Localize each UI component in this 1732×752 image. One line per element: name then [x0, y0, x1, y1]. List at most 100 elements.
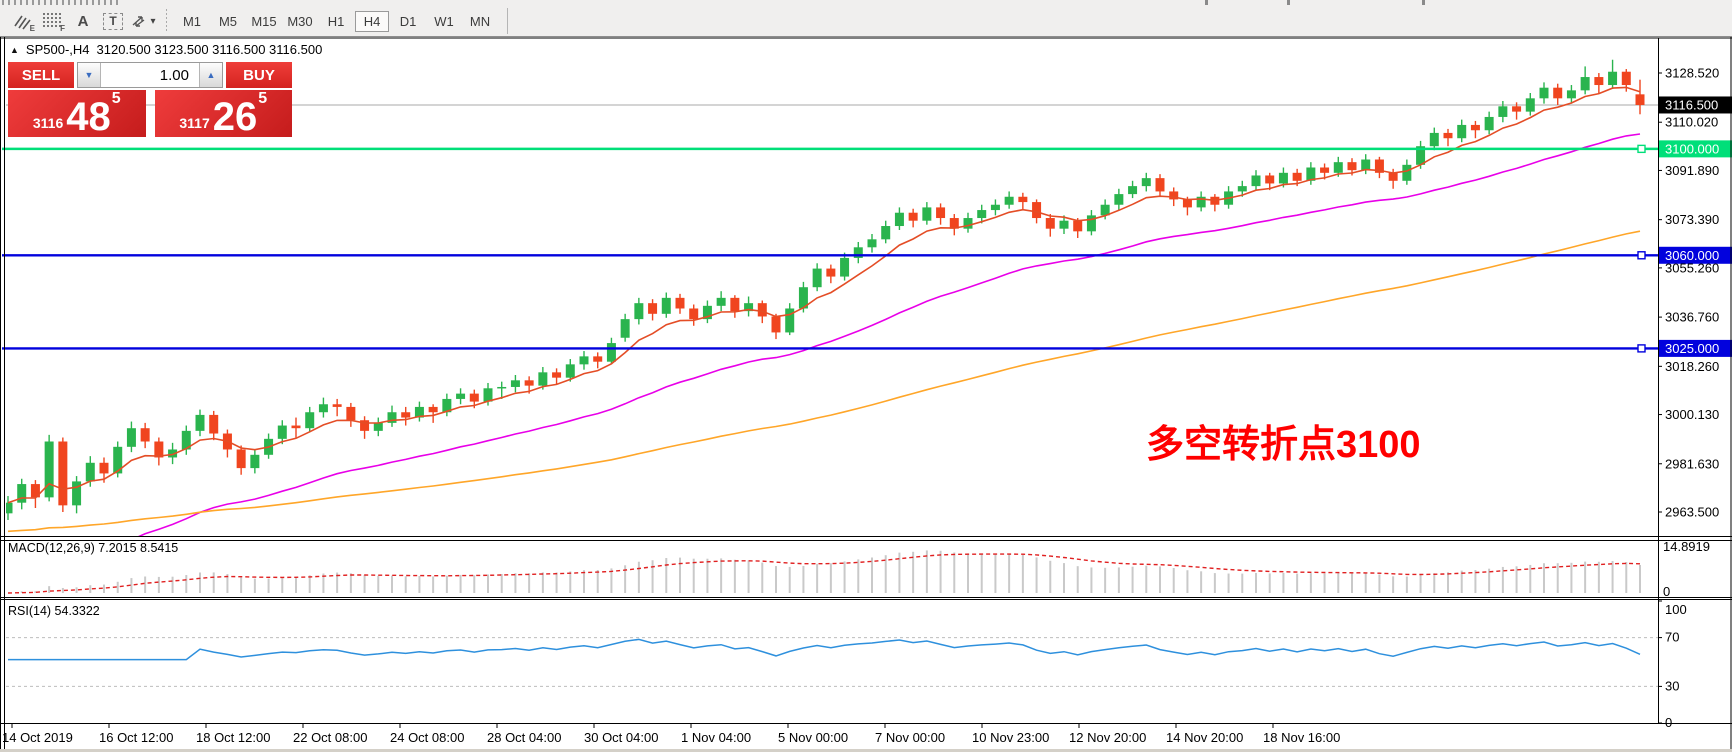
current-price-badge [1659, 96, 1732, 114]
price-axis-label: 3073.390 [1665, 212, 1719, 227]
timeframe-button-m5[interactable]: M5 [218, 13, 238, 29]
time-axis-label: 1 Nov 04:00 [681, 730, 751, 745]
window-bottom-strip [0, 749, 1732, 752]
timeframe-button-m15[interactable]: M15 [251, 13, 277, 29]
timeframe-button-m30[interactable]: M30 [287, 13, 313, 29]
macd-pane [7, 550, 1641, 594]
boxed-t-glyph: T [103, 12, 123, 30]
fast-ma-line [7, 86, 1641, 504]
price-axis-label: 3110.020 [1665, 115, 1718, 130]
grid-f-icon[interactable]: F [38, 8, 68, 34]
text-box-icon[interactable]: T [98, 8, 128, 34]
svg-text:0: 0 [1663, 584, 1670, 599]
volume-stepper: ▼ ▲ [77, 62, 223, 88]
hline-price-badge [1659, 140, 1732, 158]
time-axis-label: 16 Oct 12:00 [99, 730, 173, 745]
volume-decrease-button[interactable]: ▼ [78, 63, 101, 87]
toolbar-separator [166, 9, 167, 33]
svg-text:3100.000: 3100.000 [1665, 141, 1719, 156]
ask-price-prefix: 3117 [179, 115, 210, 131]
svg-text:14.8919: 14.8919 [1663, 539, 1710, 554]
timeframe-buttons-group: M1 M5 M15 M30 H1 H4 D1 W1 MN [175, 10, 497, 32]
chart-window: 3100.000 3060.000 3025.000 3128.520 3110.020… [0, 37, 1732, 752]
hline-price-badge [1659, 339, 1732, 357]
price-axis-label: 3018.260 [1665, 359, 1719, 374]
macd-label: MACD(12,26,9) 7.2015 8.5415 [8, 541, 178, 555]
bid-price-box[interactable]: 3116 48 5 [8, 90, 146, 137]
volume-input[interactable] [101, 63, 199, 87]
pane-borders [0, 37, 1732, 749]
hline-handle[interactable] [1637, 144, 1646, 154]
time-axis-label: 22 Oct 08:00 [293, 730, 367, 745]
price-axis-label: 3000.130 [1665, 407, 1719, 422]
svg-text:100: 100 [1665, 602, 1687, 617]
price-axis-label: 2963.500 [1665, 505, 1719, 520]
chart-title: ▲ SP500-,H4 3120.500 3123.500 3116.500 3… [10, 42, 322, 57]
hatch-lines-e-icon[interactable]: E [8, 8, 38, 34]
ask-price-big: 26 [212, 95, 258, 139]
ask-price-sup: 5 [258, 90, 268, 107]
timeframe-button-d1[interactable]: D1 [399, 13, 417, 29]
bid-price-big: 48 [66, 95, 111, 139]
time-axis-label: 5 Nov 00:00 [778, 730, 848, 745]
rsi-label: RSI(14) 54.3322 [8, 604, 100, 618]
text-label-icon[interactable]: A [68, 8, 98, 34]
time-axis-label: 28 Oct 04:00 [487, 730, 561, 745]
letter-a-glyph: A [77, 12, 89, 30]
time-axis-label: 18 Nov 16:00 [1263, 730, 1340, 745]
objects-arrows-icon[interactable]: ▾ [128, 8, 158, 34]
macd-signal-line [7, 553, 1641, 594]
rsi-pane [6, 637, 1658, 687]
timeframe-button-w1[interactable]: W1 [434, 13, 454, 29]
chart-canvas[interactable]: 3100.000 3060.000 3025.000 3128.520 3110.020… [0, 37, 1732, 752]
price-axis-label: 3091.890 [1665, 163, 1719, 178]
chart-toolbar: E F A T ▾ M1 M5 M15 M30 H1 H4 D1 W1 MN [0, 6, 1732, 37]
bid-price-prefix: 3116 [32, 115, 64, 131]
chart-annotation-text[interactable]: 多空转折点3100 [1146, 424, 1421, 466]
price-axis-label: 2981.630 [1665, 456, 1719, 471]
buy-button[interactable]: BUY [226, 62, 292, 88]
time-axis-label: 10 Nov 23:00 [972, 730, 1049, 745]
timeframe-button-m1[interactable]: M1 [182, 13, 202, 29]
svg-text:70: 70 [1665, 630, 1679, 645]
drawing-tools-group: E F A T ▾ [0, 8, 158, 34]
svg-text:3060.000: 3060.000 [1665, 248, 1719, 263]
time-axis-label: 12 Nov 20:00 [1069, 730, 1146, 745]
mid-ma-line [138, 133, 1641, 536]
time-axis-label: 30 Oct 04:00 [584, 730, 658, 745]
clipped-ruler-marks [2, 0, 122, 5]
dropdown-caret-icon: ▾ [150, 15, 156, 27]
volume-increase-button[interactable]: ▲ [199, 63, 222, 87]
symbol-period-label: SP500-,H4 [25, 42, 90, 57]
time-axis-label: 24 Oct 08:00 [390, 730, 464, 745]
ask-price-box[interactable]: 3117 26 5 [154, 90, 292, 139]
svg-text:3116.500: 3116.500 [1665, 97, 1718, 112]
timeframe-button-h4[interactable]: H4 [355, 10, 389, 32]
svg-text:30: 30 [1665, 678, 1679, 693]
time-axis: 14 Oct 2019 16 Oct 12:00 18 Oct 12:00 22 Oc… [2, 723, 1340, 745]
svg-text:0: 0 [1665, 715, 1672, 730]
hline-handle[interactable] [1637, 251, 1646, 260]
one-click-trade-panel: SELL ▼ ▲ BUY 3116 48 5 3117 26 5 [8, 62, 292, 137]
time-axis-label: 18 Oct 12:00 [196, 730, 270, 745]
svg-text:3025.000: 3025.000 [1665, 341, 1719, 356]
timeframe-button-mn[interactable]: MN [469, 13, 491, 29]
ohlc-values: 3120.500 3123.500 3116.500 3116.500 [96, 42, 323, 57]
price-axis-label: 3055.260 [1665, 260, 1719, 275]
toolbar-separator [507, 8, 508, 34]
time-axis-label: 7 Nov 00:00 [875, 730, 945, 745]
collapse-panel-icon[interactable]: ▲ [10, 44, 19, 55]
bid-price-sup: 5 [111, 90, 121, 107]
price-axis-label: 3128.520 [1665, 66, 1719, 81]
candles-layer [6, 59, 1645, 520]
slow-ma-line [7, 230, 1641, 533]
price-axis-label: 3036.760 [1665, 310, 1719, 325]
timeframe-button-h1[interactable]: H1 [327, 13, 345, 29]
clipped-toolbar-strip [0, 0, 1732, 6]
sell-button[interactable]: SELL [8, 62, 74, 88]
time-axis-label: 14 Nov 20:00 [1166, 730, 1243, 745]
rsi-line [8, 638, 1641, 661]
time-axis-label: 14 Oct 2019 [2, 730, 73, 745]
hline-handle[interactable] [1637, 344, 1646, 353]
hline-price-badge [1659, 246, 1732, 264]
